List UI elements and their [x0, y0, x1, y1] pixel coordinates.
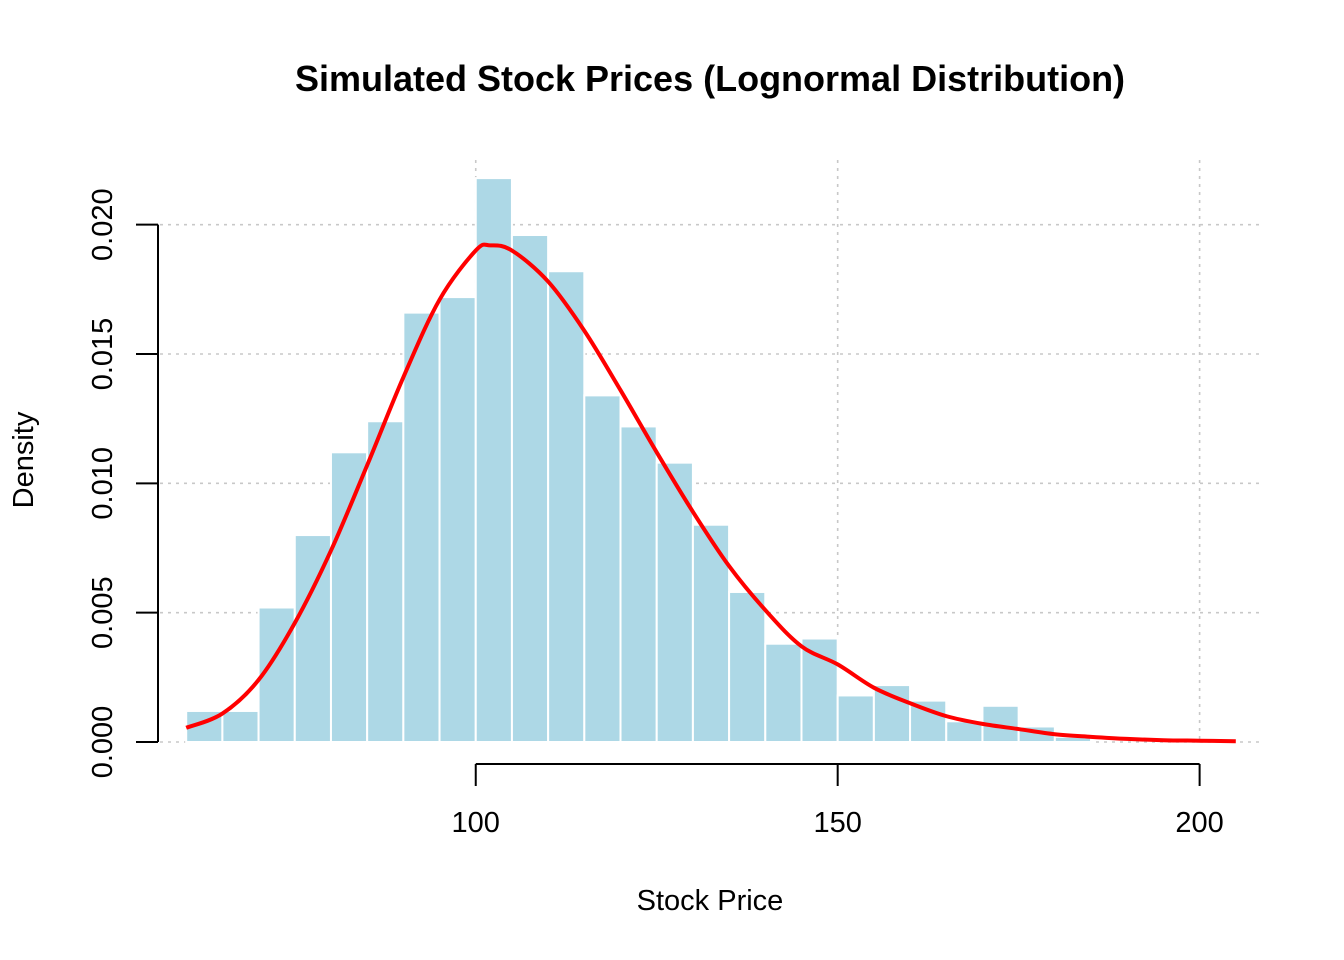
y-tick-label-4: 0.020: [87, 188, 119, 261]
histogram-bar-19: [872, 684, 912, 743]
histogram-bar-18: [836, 694, 875, 744]
histogram-bar-10: [547, 270, 586, 743]
y-tick-label-1: 0.005: [87, 576, 119, 649]
y-axis-title: Density: [8, 411, 40, 508]
y-tick-label-0: 0.000: [87, 706, 119, 779]
x-tick-label-0: 100: [452, 807, 500, 839]
histogram-bar-16: [764, 642, 803, 743]
y-tick-label-3: 0.015: [87, 318, 119, 391]
x-tick-label-2: 200: [1175, 807, 1223, 839]
density-curve-layer: [185, 242, 1236, 744]
histogram-bar-12: [619, 425, 658, 743]
histogram-bar-5: [366, 420, 405, 743]
histogram-bar-1: [221, 709, 260, 744]
histogram-bar-15: [728, 590, 767, 743]
histogram-bar-13: [655, 461, 694, 743]
x-axis-title: Stock Price: [637, 885, 784, 917]
histogram-bar-9: [510, 234, 550, 743]
histogram-bar-3: [293, 534, 332, 743]
y-tick-label-2: 0.010: [87, 447, 119, 520]
chart-title: Simulated Stock Prices (Lognormal Distri…: [295, 58, 1125, 99]
histogram-bar-8: [474, 177, 513, 743]
histogram-bar-11: [583, 394, 622, 743]
histogram-bar-4: [329, 451, 369, 743]
x-tick-label-1: 150: [813, 807, 861, 839]
histogram-bar-7: [438, 296, 477, 743]
density-curve: [185, 242, 1236, 744]
histogram-bars: [185, 177, 1093, 744]
axes: 0.000 0.005 0.010 0.015 0.020 100 150 200: [87, 188, 1224, 839]
histogram-bar-6: [402, 311, 441, 743]
